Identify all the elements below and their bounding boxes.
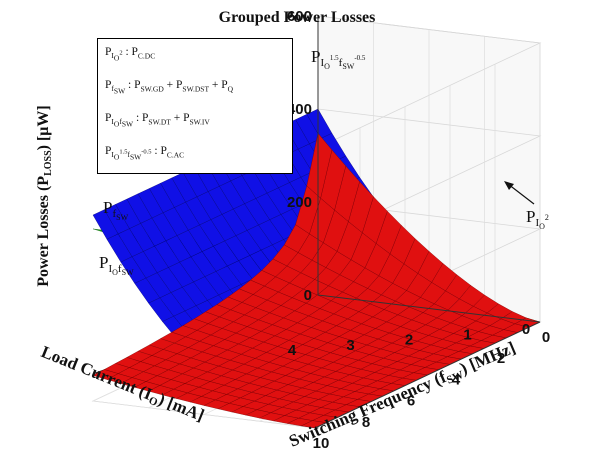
y-tick-label: 3 [346,337,354,354]
z-tick-label: 400 [287,101,312,118]
y-tick-label: 4 [288,342,297,359]
x-axis-line [314,321,541,429]
legend-entry-io2: PIO2 : PC.DC [105,46,156,63]
x-tick-label: 4 [452,371,461,388]
x-tick-label: 0 [542,329,550,346]
z-tick-label: 0 [304,287,312,304]
y-tick-label: 2 [405,332,413,349]
x-tick-label: 6 [407,393,415,410]
y-axis-line [317,294,541,323]
chart-title: Grouped Power Losses [219,9,376,26]
surface-red-patch [92,369,119,380]
z-tick-label: 200 [287,194,312,211]
x-tick-label: 10 [313,435,330,452]
annotation-arrow-head [504,181,514,190]
legend-entry-io-fsw: PIOfSW : PSW.DT + PSW.IV [105,112,210,129]
y-tick-label: 1 [463,326,471,343]
legend-entry-io15-fsw: PIO1.5fSW-0.5 : PC.AC [105,145,185,162]
annotation-arrow [507,183,535,205]
axes [314,16,541,429]
legend-entry-fsw: PfSW : PSW.GD + PSW.DST + PQ [105,79,234,96]
surface-blue-patch [92,209,119,240]
z-tick-label: 600 [287,8,312,25]
surface-red [92,132,541,429]
x-tick-label: 8 [362,414,370,431]
x-tick-label: 2 [497,350,505,367]
legend: PIO2 : PC.DC PfSW : PSW.GD + PSW.DST + P… [97,38,293,174]
y-tick-label: 0 [522,321,530,338]
z-axis-label: Power Losses (PLOSS) [μW] [35,105,54,286]
